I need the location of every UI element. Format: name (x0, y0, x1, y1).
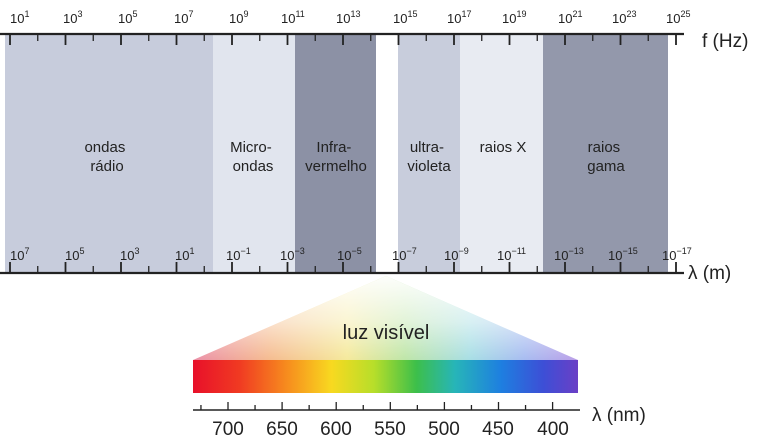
band-label-infrared: Infra- vermelho (305, 139, 367, 175)
band-label-microwave: Micro- ondas (230, 139, 276, 175)
freq-tick-8: 1017 (447, 9, 471, 26)
band-microwave (213, 34, 295, 274)
wave-tick-0: 107 (10, 246, 29, 263)
spectrum-bands (5, 34, 668, 274)
nm-tick-0: 700 (212, 419, 244, 437)
wave-tick-11: 10−15 (608, 246, 638, 263)
visible-light-label: luz visível (343, 322, 430, 344)
wave-tick-7: 10−7 (392, 246, 417, 263)
band-ultraviolet (398, 34, 460, 274)
wave-tick-4: 10−1 (226, 246, 251, 263)
band-label-gamma: raios gama (587, 139, 625, 175)
wave-tick-10: 10−13 (554, 246, 584, 263)
visible-light-fan (193, 276, 578, 360)
freq-tick-9: 1019 (502, 9, 526, 26)
wavelength-unit-label: λ (m) (688, 263, 731, 284)
frequency-tick-labels: 101 103 105 107 109 1011 1013 1015 1017 … (10, 9, 690, 26)
wave-tick-1: 105 (65, 246, 84, 263)
wave-tick-5: 10−3 (280, 246, 305, 263)
wavelength-tick-labels: 107 105 103 101 10−1 10−3 10−5 10−7 10−9… (10, 246, 692, 263)
freq-tick-1: 103 (63, 9, 82, 26)
freq-tick-10: 1021 (558, 9, 582, 26)
band-label-xray: raios X (480, 139, 527, 156)
band-gamma (543, 34, 668, 274)
nm-unit-label: λ (nm) (592, 405, 646, 426)
freq-tick-0: 101 (10, 9, 29, 26)
wave-tick-6: 10−5 (337, 246, 362, 263)
band-label-radio: ondas rádio (84, 139, 129, 175)
wave-tick-8: 10−9 (444, 246, 469, 263)
nm-tick-4: 500 (428, 419, 460, 437)
band-infrared (295, 34, 376, 274)
nm-tick-2: 600 (320, 419, 352, 437)
band-xray (460, 34, 543, 274)
wave-tick-9: 10−11 (497, 246, 526, 263)
nm-tick-marks (200, 402, 554, 410)
nm-tick-3: 550 (374, 419, 406, 437)
freq-tick-5: 1011 (281, 9, 305, 26)
visible-spectrum-bar (193, 360, 578, 393)
wave-tick-12: 10−17 (662, 246, 692, 263)
frequency-unit-label: f (Hz) (702, 31, 748, 52)
freq-tick-6: 1013 (336, 9, 360, 26)
band-radio (5, 34, 213, 274)
frequency-tick-marks (9, 34, 677, 45)
wavelength-tick-marks (9, 262, 677, 273)
wave-tick-3: 101 (175, 246, 194, 263)
nm-tick-5: 450 (482, 419, 514, 437)
freq-tick-2: 105 (118, 9, 137, 26)
freq-tick-12: 1025 (666, 9, 690, 26)
freq-tick-11: 1023 (612, 9, 636, 26)
wave-tick-2: 103 (120, 246, 139, 263)
freq-tick-4: 109 (229, 9, 248, 26)
nm-tick-1: 650 (266, 419, 298, 437)
freq-tick-7: 1015 (393, 9, 417, 26)
nm-tick-6: 400 (537, 419, 569, 437)
nm-tick-labels: 700 650 600 550 500 450 400 (212, 419, 569, 437)
band-label-ultraviolet: ultra- violeta (407, 139, 451, 175)
freq-tick-3: 107 (174, 9, 193, 26)
